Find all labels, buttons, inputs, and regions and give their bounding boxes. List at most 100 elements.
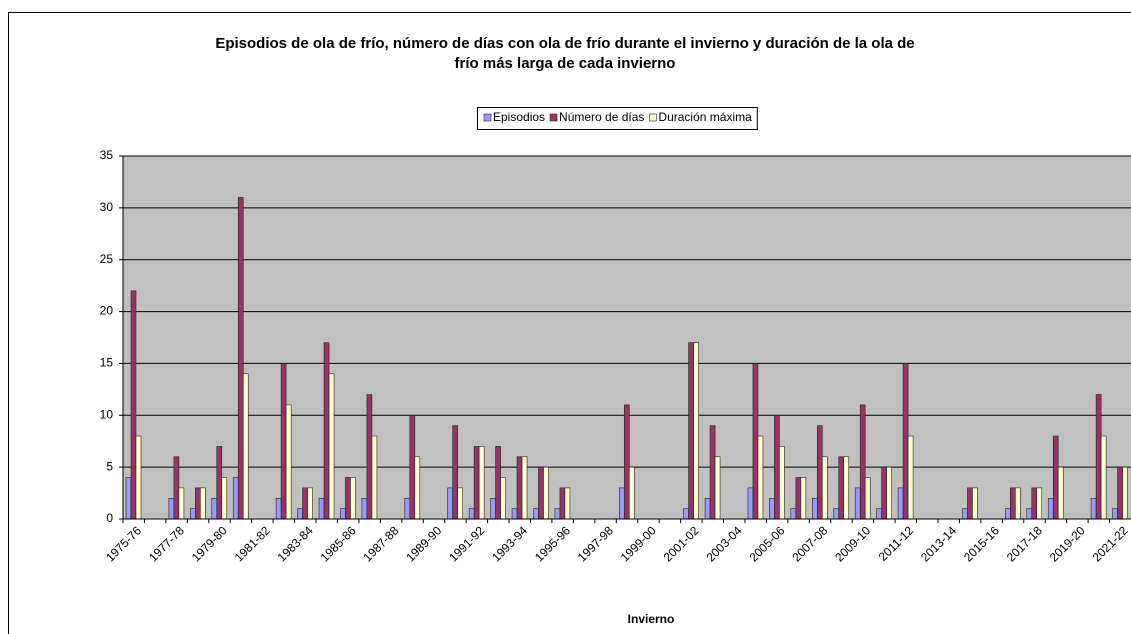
bar [972,487,978,520]
bar [688,342,694,520]
bar [452,425,459,520]
bar [237,197,244,520]
bar [693,342,699,520]
bar [709,425,716,520]
legend-box [477,107,758,130]
bar [967,487,973,520]
bar [173,456,180,520]
bar [307,487,313,520]
bar [628,466,635,520]
legend: Episodios Número de días Duración máxima [477,107,758,130]
legend-label: Duración máxima [658,110,752,124]
bar [135,435,142,520]
y-tick-label: 10 [100,407,114,421]
bar [340,508,346,520]
bar [457,487,464,520]
bar [886,466,892,520]
bar [714,456,721,520]
bar [297,508,303,520]
bar [859,404,866,520]
bar [838,456,845,520]
bar [876,508,882,520]
bar [447,487,454,520]
chart-title: Episodios de ola de frío, número de días… [215,35,914,72]
legend-swatch [483,113,492,122]
bar [125,477,132,520]
bar [833,508,840,520]
bar [543,466,549,520]
bar [468,508,475,520]
bar [414,456,421,520]
bar [618,487,625,520]
bar [328,373,335,520]
bar [752,363,759,520]
bar [795,477,802,520]
y-tick-label: 5 [106,459,113,473]
y-tick-label: 20 [100,304,114,318]
bar [800,477,807,520]
bar [1005,508,1011,520]
bar [1112,508,1118,520]
bar [1031,487,1038,520]
bar [221,477,228,520]
bar [704,497,711,520]
bar [962,508,968,520]
bar [516,456,523,520]
bar [821,456,828,520]
bar [366,394,373,520]
legend-label: Número de días [559,110,644,124]
bar [280,363,287,520]
bar [897,487,904,520]
bar [490,497,496,520]
bar [350,477,356,520]
bar [168,497,175,520]
bar [864,477,871,520]
bar [559,487,566,520]
bar [747,487,754,520]
x-axis-title: Invierno [628,612,675,626]
bar [409,414,416,520]
bar [1090,497,1097,520]
bar [1047,497,1054,520]
bar [500,477,506,520]
bar [902,363,909,520]
bar [318,497,325,520]
bar [623,404,630,520]
legend-swatch [649,113,657,122]
bar [881,466,887,520]
bar [511,508,518,520]
bar [779,446,785,520]
bar [757,435,764,520]
y-tick-label: 15 [100,356,114,370]
bar [361,497,368,520]
bar [285,404,292,520]
bar [211,497,218,520]
bar [811,497,818,520]
legend-label: Episodios [493,110,545,124]
bar [521,456,528,520]
y-tick-label: 35 [100,148,114,162]
bar [843,456,850,520]
bar [323,342,330,520]
bar [533,508,539,520]
y-tick-label: 25 [100,252,114,266]
bar [1117,466,1123,520]
bar [371,435,378,520]
bar [1095,394,1102,520]
bar [130,290,137,520]
bar [1015,487,1021,520]
legend-swatch [549,113,558,122]
bar [495,446,501,520]
bar [216,446,223,520]
bar [554,508,561,520]
bar [478,446,485,520]
bar [907,435,914,520]
bar [1057,466,1064,520]
bar [473,446,480,520]
bar [195,487,201,520]
bar [345,477,351,520]
bar [1026,508,1033,520]
bar [538,466,544,520]
bar [232,477,239,520]
